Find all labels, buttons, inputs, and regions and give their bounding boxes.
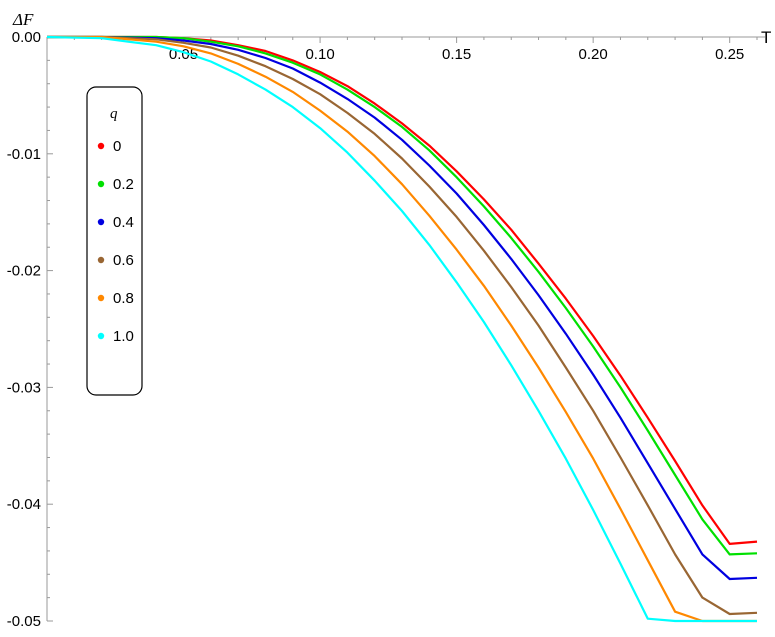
legend-swatch: [97, 218, 105, 226]
legend-swatch: [97, 256, 105, 264]
y-axis-ticks: 0.00 -0.01 -0.02 -0.03 -0.04 -0.05: [7, 29, 53, 630]
legend-label: 0: [113, 138, 121, 155]
series-line-3: [47, 35, 758, 616]
legend-swatch: [97, 332, 105, 340]
x-tick-label: 0.20: [579, 46, 608, 63]
legend-swatch: [97, 142, 105, 150]
y-tick-label: 0.00: [12, 29, 41, 46]
axes: 0.05 0.10 0.15 0.20 0.25 0.00-0.01-0.02-0.03…: [7, 10, 772, 630]
series-line-5: [47, 35, 757, 623]
x-tick-label: 0.25: [715, 46, 744, 63]
x-axis-title: T: [761, 28, 771, 47]
series-line-4: [47, 35, 757, 623]
y-tick-label: -0.05: [7, 613, 41, 630]
series-line-2: [47, 35, 758, 581]
legend-items: 0 0.2 0.4 0.6 0.8 1.0: [97, 138, 134, 345]
series-line-0: [47, 35, 758, 545]
series-line-1: [47, 35, 758, 556]
legend-label: 0.8: [113, 290, 134, 307]
legend-label: 0.4: [113, 214, 134, 231]
y-tick-label: -0.02: [7, 263, 41, 280]
legend-title: q: [110, 106, 118, 122]
legend-box: [86, 86, 143, 396]
y-axis-title: ΔF: [12, 10, 34, 29]
y-tick-label: -0.01: [7, 146, 41, 163]
series-layer: [47, 35, 758, 623]
x-tick-label: 0.10: [305, 46, 334, 63]
y-tick-label: -0.04: [7, 496, 41, 513]
x-tick-label: 0.15: [442, 46, 471, 63]
legend-swatch: [97, 180, 105, 188]
y-tick-label: -0.03: [7, 379, 41, 396]
legend-label: 0.6: [113, 252, 134, 269]
legend: q 0 0.2 0.4 0.6 0.8 1.0: [86, 86, 143, 396]
legend-label: 0.2: [113, 176, 134, 193]
legend-label: 1.0: [113, 328, 134, 345]
x-axis-ticks: 0.05 0.10 0.15 0.20 0.25: [73, 37, 758, 63]
legend-swatch: [97, 294, 105, 302]
